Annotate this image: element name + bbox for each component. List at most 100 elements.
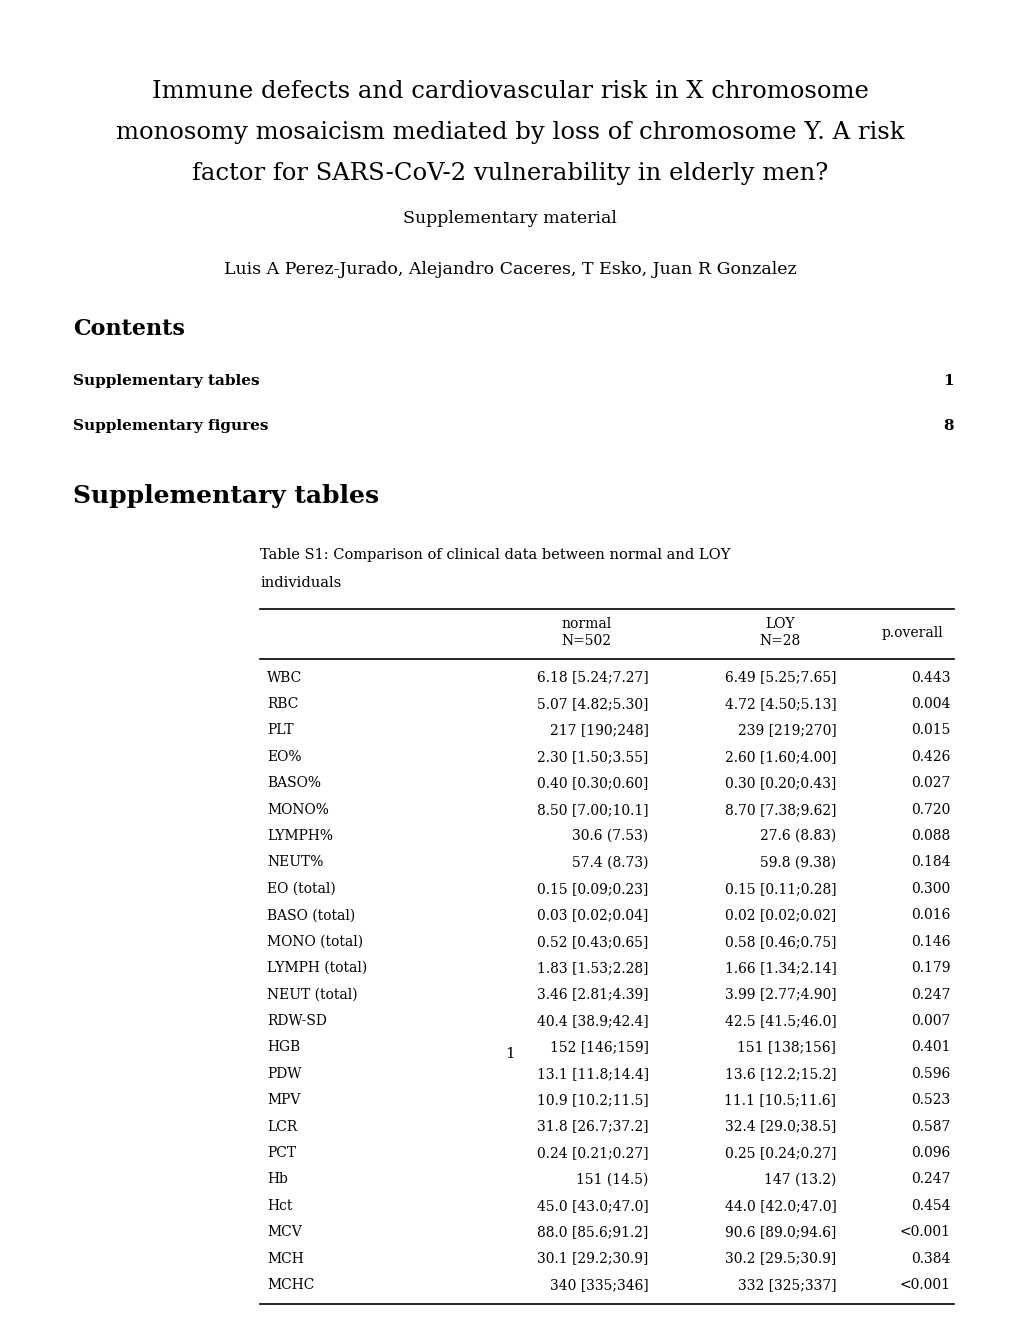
Text: PLT: PLT (267, 723, 293, 738)
Text: 1: 1 (943, 374, 953, 388)
Text: <0.001: <0.001 (899, 1278, 950, 1292)
Text: EO (total): EO (total) (267, 882, 335, 896)
Text: 0.40 [0.30;0.60]: 0.40 [0.30;0.60] (537, 776, 648, 791)
Text: 11.1 [10.5;11.6]: 11.1 [10.5;11.6] (723, 1093, 836, 1107)
Text: RDW-SD: RDW-SD (267, 1014, 327, 1028)
Text: 239 [219;270]: 239 [219;270] (737, 723, 836, 738)
Text: 0.247: 0.247 (910, 1172, 950, 1187)
Text: LOY: LOY (764, 618, 795, 631)
Text: 3.46 [2.81;4.39]: 3.46 [2.81;4.39] (537, 987, 648, 1002)
Text: 30.6 (7.53): 30.6 (7.53) (572, 829, 648, 843)
Text: 0.027: 0.027 (910, 776, 950, 791)
Text: 0.25 [0.24;0.27]: 0.25 [0.24;0.27] (725, 1146, 836, 1160)
Text: 0.52 [0.43;0.65]: 0.52 [0.43;0.65] (537, 935, 648, 949)
Text: 0.30 [0.20;0.43]: 0.30 [0.20;0.43] (725, 776, 836, 791)
Text: 147 (13.2): 147 (13.2) (763, 1172, 836, 1187)
Text: 90.6 [89.0;94.6]: 90.6 [89.0;94.6] (725, 1225, 836, 1239)
Text: 6.18 [5.24;7.27]: 6.18 [5.24;7.27] (536, 671, 648, 685)
Text: 0.426: 0.426 (910, 750, 950, 764)
Text: 0.088: 0.088 (911, 829, 950, 843)
Text: 59.8 (9.38): 59.8 (9.38) (759, 855, 836, 870)
Text: 8: 8 (943, 418, 953, 433)
Text: 0.720: 0.720 (910, 803, 950, 817)
Text: BASO%: BASO% (267, 776, 321, 791)
Text: RBC: RBC (267, 697, 299, 711)
Text: 0.02 [0.02;0.02]: 0.02 [0.02;0.02] (725, 908, 836, 923)
Text: 1.66 [1.34;2.14]: 1.66 [1.34;2.14] (723, 961, 836, 975)
Text: 5.07 [4.82;5.30]: 5.07 [4.82;5.30] (537, 697, 648, 711)
Text: 30.1 [29.2;30.9]: 30.1 [29.2;30.9] (537, 1251, 648, 1266)
Text: BASO (total): BASO (total) (267, 908, 356, 923)
Text: 1: 1 (504, 1047, 515, 1061)
Text: factor for SARS-CoV-2 vulnerability in elderly men?: factor for SARS-CoV-2 vulnerability in e… (192, 162, 827, 185)
Text: 0.016: 0.016 (910, 908, 950, 923)
Text: PCT: PCT (267, 1146, 297, 1160)
Text: 0.15 [0.09;0.23]: 0.15 [0.09;0.23] (537, 882, 648, 896)
Text: MONO (total): MONO (total) (267, 935, 363, 949)
Text: 151 [138;156]: 151 [138;156] (737, 1040, 836, 1055)
Text: 88.0 [85.6;91.2]: 88.0 [85.6;91.2] (537, 1225, 648, 1239)
Text: 0.596: 0.596 (911, 1067, 950, 1081)
Text: 32.4 [29.0;38.5]: 32.4 [29.0;38.5] (725, 1119, 836, 1134)
Text: N=502: N=502 (560, 635, 611, 648)
Text: 0.58 [0.46;0.75]: 0.58 [0.46;0.75] (725, 935, 836, 949)
Text: Supplementary tables: Supplementary tables (73, 374, 260, 388)
Text: 13.1 [11.8;14.4]: 13.1 [11.8;14.4] (536, 1067, 648, 1081)
Text: HGB: HGB (267, 1040, 301, 1055)
Text: 45.0 [43.0;47.0]: 45.0 [43.0;47.0] (536, 1199, 648, 1213)
Text: 0.03 [0.02;0.04]: 0.03 [0.02;0.04] (537, 908, 648, 923)
Text: WBC: WBC (267, 671, 303, 685)
Text: 0.007: 0.007 (910, 1014, 950, 1028)
Text: MCH: MCH (267, 1251, 304, 1266)
Text: 0.24 [0.21;0.27]: 0.24 [0.21;0.27] (537, 1146, 648, 1160)
Text: 0.015: 0.015 (910, 723, 950, 738)
Text: individuals: individuals (260, 576, 341, 590)
Text: 2.60 [1.60;4.00]: 2.60 [1.60;4.00] (725, 750, 836, 764)
Text: 332 [325;337]: 332 [325;337] (737, 1278, 836, 1292)
Text: 6.49 [5.25;7.65]: 6.49 [5.25;7.65] (725, 671, 836, 685)
Text: EO%: EO% (267, 750, 302, 764)
Text: 10.9 [10.2;11.5]: 10.9 [10.2;11.5] (536, 1093, 648, 1107)
Text: 0.401: 0.401 (910, 1040, 950, 1055)
Text: 217 [190;248]: 217 [190;248] (549, 723, 648, 738)
Text: LYMPH%: LYMPH% (267, 829, 333, 843)
Text: NEUT%: NEUT% (267, 855, 323, 870)
Text: 30.2 [29.5;30.9]: 30.2 [29.5;30.9] (725, 1251, 836, 1266)
Text: 0.247: 0.247 (910, 987, 950, 1002)
Text: Supplementary material: Supplementary material (403, 210, 616, 227)
Text: Contents: Contents (73, 318, 185, 339)
Text: 340 [335;346]: 340 [335;346] (549, 1278, 648, 1292)
Text: 0.523: 0.523 (911, 1093, 950, 1107)
Text: 0.443: 0.443 (910, 671, 950, 685)
Text: Hct: Hct (267, 1199, 292, 1213)
Text: normal: normal (560, 618, 611, 631)
Text: 4.72 [4.50;5.13]: 4.72 [4.50;5.13] (723, 697, 836, 711)
Text: 27.6 (8.83): 27.6 (8.83) (759, 829, 836, 843)
Text: 152 [146;159]: 152 [146;159] (549, 1040, 648, 1055)
Text: Hb: Hb (267, 1172, 287, 1187)
Text: 3.99 [2.77;4.90]: 3.99 [2.77;4.90] (725, 987, 836, 1002)
Text: 44.0 [42.0;47.0]: 44.0 [42.0;47.0] (723, 1199, 836, 1213)
Text: 0.15 [0.11;0.28]: 0.15 [0.11;0.28] (725, 882, 836, 896)
Text: <0.001: <0.001 (899, 1225, 950, 1239)
Text: p.overall: p.overall (881, 626, 943, 640)
Text: 2.30 [1.50;3.55]: 2.30 [1.50;3.55] (537, 750, 648, 764)
Text: 13.6 [12.2;15.2]: 13.6 [12.2;15.2] (725, 1067, 836, 1081)
Text: LYMPH (total): LYMPH (total) (267, 961, 367, 975)
Text: 31.8 [26.7;37.2]: 31.8 [26.7;37.2] (537, 1119, 648, 1134)
Text: 151 (14.5): 151 (14.5) (576, 1172, 648, 1187)
Text: LCR: LCR (267, 1119, 298, 1134)
Text: 0.096: 0.096 (911, 1146, 950, 1160)
Text: N=28: N=28 (759, 635, 800, 648)
Text: MCHC: MCHC (267, 1278, 314, 1292)
Text: MPV: MPV (267, 1093, 301, 1107)
Text: 0.184: 0.184 (910, 855, 950, 870)
Text: monosomy mosaicism mediated by loss of chromosome Y. A risk: monosomy mosaicism mediated by loss of c… (115, 121, 904, 144)
Text: 0.454: 0.454 (910, 1199, 950, 1213)
Text: 8.70 [7.38;9.62]: 8.70 [7.38;9.62] (725, 803, 836, 817)
Text: 0.587: 0.587 (910, 1119, 950, 1134)
Text: MCV: MCV (267, 1225, 302, 1239)
Text: 0.146: 0.146 (910, 935, 950, 949)
Text: 57.4 (8.73): 57.4 (8.73) (572, 855, 648, 870)
Text: 40.4 [38.9;42.4]: 40.4 [38.9;42.4] (536, 1014, 648, 1028)
